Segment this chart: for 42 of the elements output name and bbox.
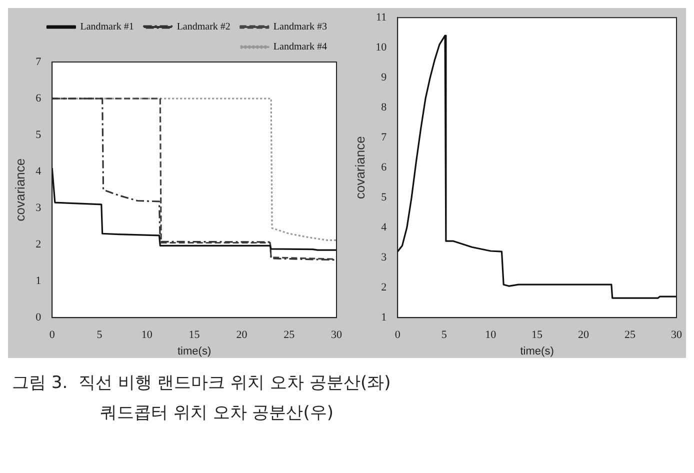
- y-tick-label: 1: [381, 311, 387, 324]
- y-tick-label: 8: [381, 101, 388, 114]
- x-tick-label: 0: [49, 329, 56, 342]
- x-tick-label: 10: [141, 329, 153, 342]
- y-tick-label: 10: [376, 41, 388, 54]
- y-tick-label: 4: [36, 165, 42, 178]
- legend-label: Landmark #1: [80, 22, 134, 33]
- x-axis-title: time(s): [177, 345, 212, 358]
- y-axis-title: covariance: [12, 158, 28, 222]
- y-tick-label: 5: [381, 191, 388, 204]
- y-tick-label: 9: [381, 71, 388, 84]
- y-tick-label: 1: [36, 274, 42, 287]
- y-axis-title: covariance: [352, 136, 368, 200]
- x-tick-label: 20: [236, 329, 248, 342]
- y-tick-label: 7: [381, 131, 388, 144]
- x-axis-title: time(s): [520, 345, 554, 358]
- x-tick-label: 5: [441, 329, 448, 342]
- caption: 그림 3. 직선 비행 랜드마크 위치 오차 공분산(좌) 쿼드콥터 위치 오차 공분산(우): [11, 372, 392, 425]
- y-tick-label: 2: [381, 281, 387, 294]
- legend-label: Landmark #2: [176, 22, 230, 33]
- x-tick-label: 15: [188, 329, 200, 342]
- x-tick-label: 25: [624, 329, 636, 342]
- y-tick-label: 7: [36, 56, 42, 68]
- x-tick-label: 0: [394, 329, 401, 342]
- y-tick-label: 5: [36, 128, 42, 141]
- x-tick-label: 5: [96, 329, 103, 342]
- y-tick-label: 11: [376, 11, 387, 24]
- x-tick-label: 25: [284, 329, 296, 342]
- y-tick-label: 3: [36, 202, 42, 214]
- y-tick-label: 0: [36, 311, 42, 324]
- y-tick-label: 6: [36, 92, 42, 104]
- y-tick-label: 4: [381, 221, 388, 234]
- x-tick-label: 20: [578, 329, 590, 342]
- y-tick-label: 2: [36, 238, 42, 250]
- legend-label: Landmark #4: [273, 42, 327, 53]
- legend-label: Landmark #3: [273, 22, 327, 33]
- y-tick-label: 6: [381, 161, 388, 174]
- x-tick-label: 10: [485, 329, 497, 342]
- x-tick-label: 15: [532, 329, 544, 342]
- x-tick-label: 30: [671, 329, 682, 342]
- x-tick-label: 30: [331, 329, 342, 342]
- y-tick-label: 3: [381, 251, 388, 264]
